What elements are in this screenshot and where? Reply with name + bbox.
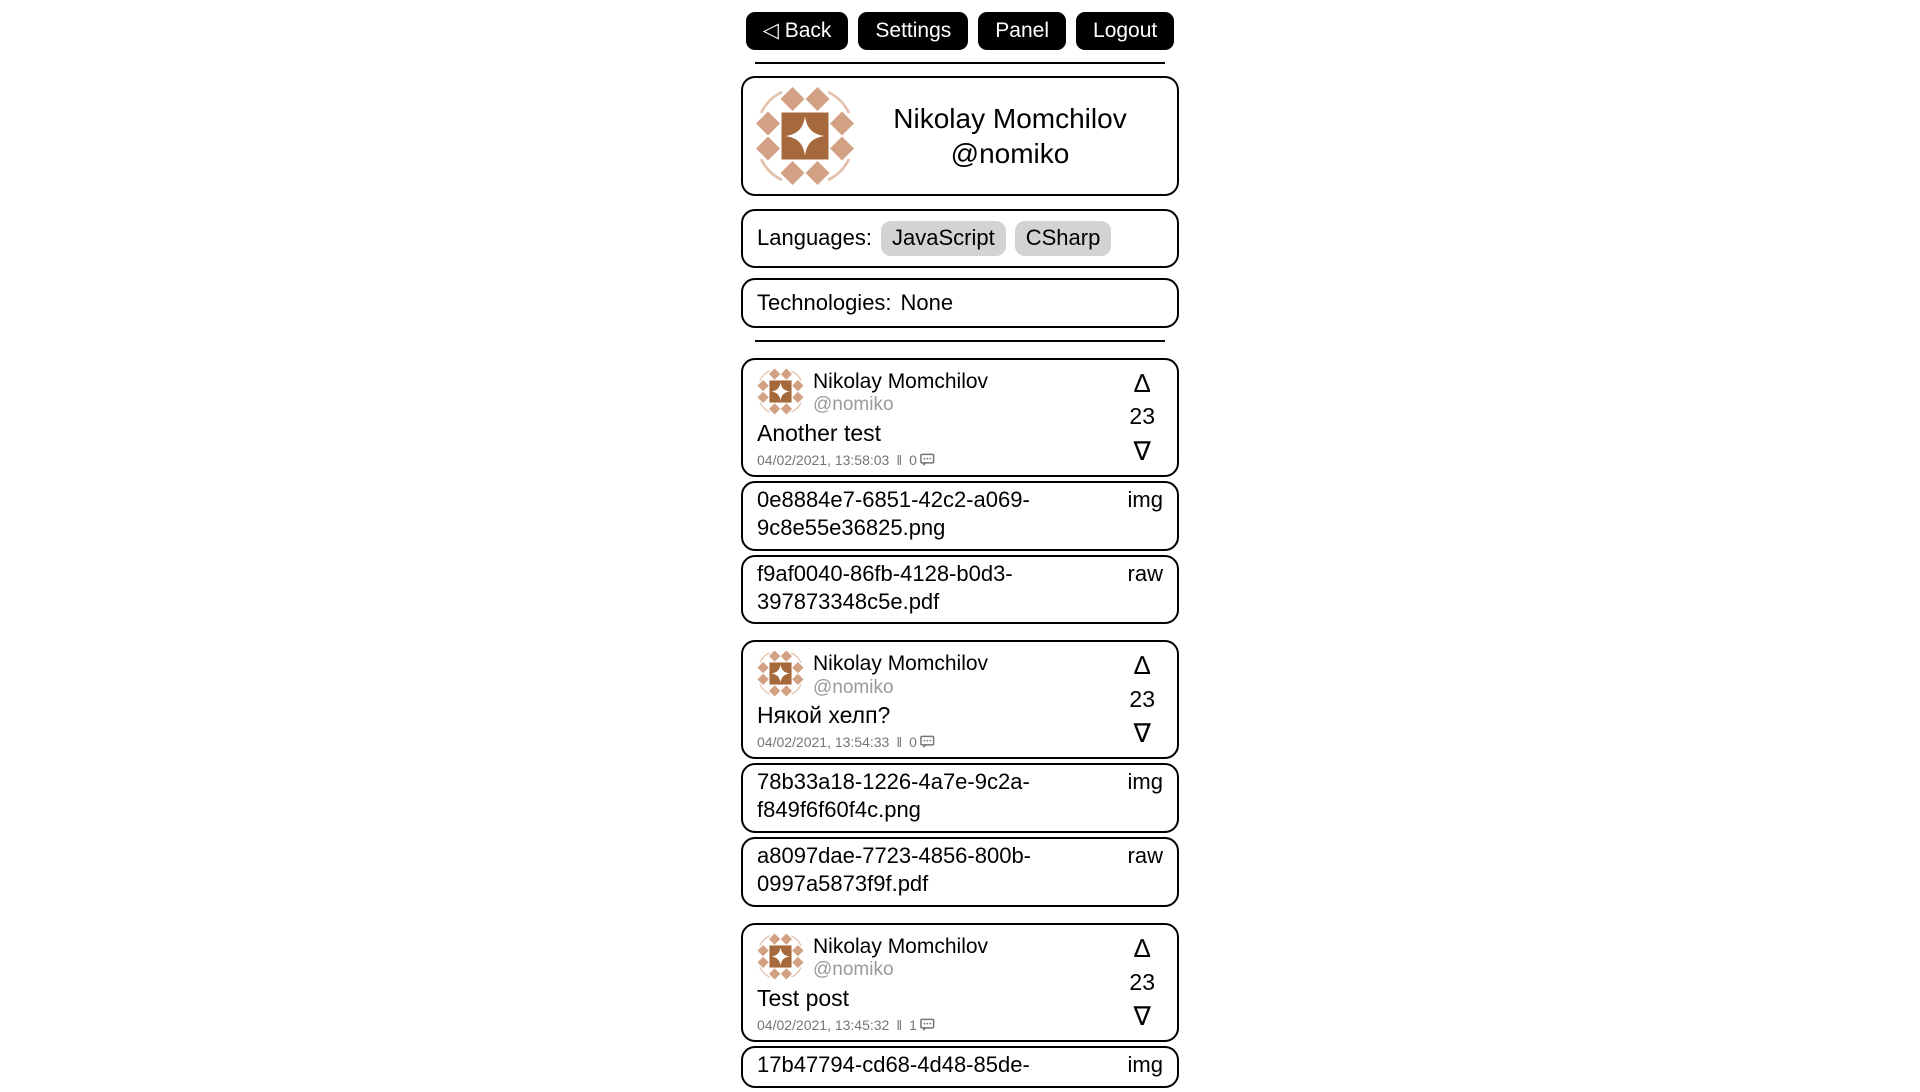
logout-button[interactable]: Logout: [1076, 12, 1175, 51]
attachment-filename: 17b47794-cd68-4d48-85de-: [757, 1052, 1030, 1078]
post-meta: 04/02/2021, 13:54:33 ‖ 0: [757, 734, 1117, 750]
post-card[interactable]: Nikolay Momchilov @nomiko Test post 04/0…: [741, 923, 1179, 1043]
comment-count-wrap: 0: [909, 452, 935, 468]
post-card[interactable]: Nikolay Momchilov @nomiko Another test 0…: [741, 357, 1179, 477]
post-title: Another test: [757, 419, 882, 446]
post-author-block: Nikolay Momchilov @nomiko: [813, 650, 988, 698]
top-toolbar: ◁ Back Settings Panel Logout: [741, 12, 1179, 51]
post-group: Nikolay Momchilov @nomiko Test post 04/0…: [741, 923, 1179, 1089]
attachment-type-badge: img: [1127, 486, 1163, 512]
post-main: Nikolay Momchilov @nomiko Някой хелп? 04…: [757, 650, 1117, 750]
attachment-row[interactable]: 0e8884e7-6851-42c2-a069-9c8e55e36825.png…: [741, 480, 1179, 551]
post-author-block: Nikolay Momchilov @nomiko: [813, 368, 988, 416]
technologies-card: Technologies: None: [741, 277, 1179, 328]
technologies-value: None: [900, 289, 954, 315]
vote-count: 23: [1129, 968, 1155, 995]
comment-icon: [920, 1018, 935, 1033]
post-title: Някой хелп?: [757, 702, 891, 729]
technologies-label: Technologies:: [757, 289, 892, 315]
profile-avatar-identicon: [755, 86, 855, 187]
post-group: Nikolay Momchilov @nomiko Another test 0…: [741, 357, 1179, 625]
attachment-row[interactable]: 78b33a18-1226-4a7e-9c2a-f849f6f60f4c.png…: [741, 763, 1179, 834]
divider: [755, 339, 1165, 342]
comment-count: 0: [909, 734, 917, 751]
vote-count: 23: [1129, 685, 1155, 712]
attachment-type-badge: img: [1127, 1052, 1163, 1078]
comment-icon: [920, 453, 935, 467]
language-badge-javascript: JavaScript: [881, 221, 1006, 256]
post-author-name: Nikolay Momchilov: [813, 935, 989, 959]
comment-count: 1: [909, 1017, 917, 1034]
post-meta: 04/02/2021, 13:45:32 ‖ 1: [757, 1017, 1117, 1033]
post-group: Nikolay Momchilov @nomiko Някой хелп? 04…: [741, 640, 1179, 908]
panel-button[interactable]: Panel: [978, 12, 1067, 51]
post-author-handle: @nomiko: [813, 676, 894, 698]
attachment-row[interactable]: f9af0040-86fb-4128-b0d3-397873348c5e.pdf…: [741, 554, 1179, 625]
post-timestamp: 04/02/2021, 13:54:33: [757, 734, 890, 751]
language-badge-csharp: CSharp: [1014, 221, 1112, 256]
post-card[interactable]: Nikolay Momchilov @nomiko Някой хелп? 04…: [741, 640, 1179, 760]
post-avatar-identicon: [757, 367, 804, 415]
comment-count-wrap: 1: [909, 1017, 935, 1033]
profile-page: ◁ Back Settings Panel Logout Nikolay Mom…: [741, 0, 1179, 1089]
attachment-filename: f9af0040-86fb-4128-b0d3-397873348c5e.pdf: [757, 560, 1013, 614]
post-author-block: Nikolay Momchilov @nomiko: [813, 933, 988, 981]
post-timestamp: 04/02/2021, 13:45:32: [757, 1017, 890, 1034]
attachment-type-badge: img: [1127, 769, 1163, 795]
attachment-row[interactable]: a8097dae-7723-4856-800b-0997a5873f9f.pdf…: [741, 837, 1179, 908]
meta-separator: ‖: [896, 451, 903, 468]
profile-card: Nikolay Momchilov @nomiko: [741, 76, 1179, 197]
languages-label: Languages:: [757, 225, 872, 251]
attachment-type-badge: raw: [1127, 843, 1163, 869]
attachment-type-badge: raw: [1127, 560, 1163, 586]
post-avatar-identicon: [757, 933, 804, 981]
upvote-button[interactable]: ∆: [1134, 650, 1151, 681]
post-avatar-identicon: [757, 650, 804, 698]
vote-column: ∆ 23 ∇: [1117, 368, 1177, 468]
divider: [755, 62, 1165, 65]
upvote-button[interactable]: ∆: [1134, 933, 1151, 964]
downvote-button[interactable]: ∇: [1133, 1001, 1151, 1032]
attachment-filename: 0e8884e7-6851-42c2-a069-9c8e55e36825.png: [757, 486, 1030, 540]
post-main: Nikolay Momchilov @nomiko Test post 04/0…: [757, 933, 1117, 1033]
profile-handle: @nomiko: [950, 138, 1070, 170]
vote-column: ∆ 23 ∇: [1117, 933, 1177, 1033]
post-main: Nikolay Momchilov @nomiko Another test 0…: [757, 367, 1117, 468]
meta-separator: ‖: [896, 1017, 903, 1034]
profile-name: Nikolay Momchilov: [893, 103, 1127, 135]
downvote-button[interactable]: ∇: [1133, 718, 1151, 749]
post-author-name: Nikolay Momchilov: [813, 652, 989, 676]
comment-count: 0: [909, 451, 917, 468]
post-author-handle: @nomiko: [813, 393, 894, 415]
settings-button[interactable]: Settings: [858, 12, 969, 51]
post-timestamp: 04/02/2021, 13:58:03: [757, 451, 890, 468]
vote-column: ∆ 23 ∇: [1117, 650, 1177, 750]
post-header: Nikolay Momchilov @nomiko: [757, 367, 1117, 416]
upvote-button[interactable]: ∆: [1134, 367, 1151, 398]
attachment-filename: a8097dae-7723-4856-800b-0997a5873f9f.pdf: [757, 843, 1032, 897]
attachment-filename: 78b33a18-1226-4a7e-9c2a-f849f6f60f4c.png: [757, 769, 1030, 823]
post-header: Nikolay Momchilov @nomiko: [757, 933, 1117, 981]
downvote-button[interactable]: ∇: [1133, 435, 1151, 466]
profile-names: Nikolay Momchilov @nomiko: [855, 101, 1165, 171]
comment-icon: [920, 736, 935, 750]
post-author-handle: @nomiko: [813, 959, 894, 981]
vote-count: 23: [1129, 403, 1155, 430]
attachment-row[interactable]: 17b47794-cd68-4d48-85de- img: [741, 1046, 1179, 1089]
back-button[interactable]: ◁ Back: [745, 12, 849, 51]
post-title: Test post: [757, 985, 850, 1012]
languages-card: Languages: JavaScript CSharp: [741, 209, 1179, 268]
comment-count-wrap: 0: [909, 734, 935, 750]
post-author-name: Nikolay Momchilov: [813, 369, 989, 393]
post-header: Nikolay Momchilov @nomiko: [757, 650, 1117, 698]
meta-separator: ‖: [896, 734, 903, 751]
post-meta: 04/02/2021, 13:58:03 ‖ 0: [757, 452, 1117, 468]
